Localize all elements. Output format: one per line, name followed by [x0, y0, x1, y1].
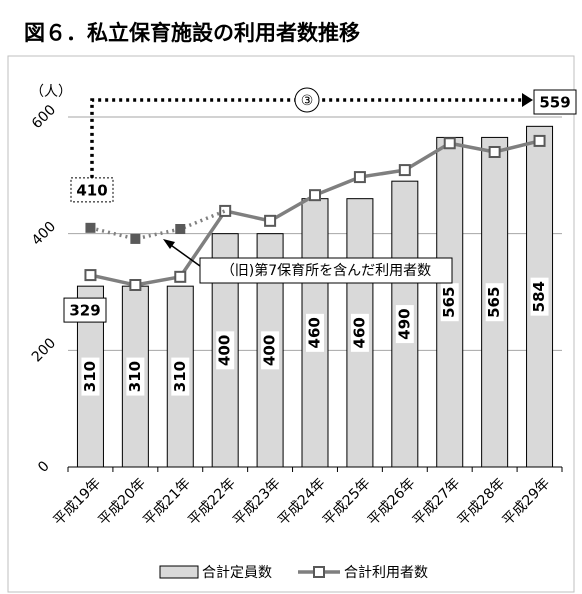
- marker: [175, 224, 186, 234]
- value-box: [63, 297, 107, 323]
- marker: [443, 137, 456, 150]
- series-line: [90, 209, 226, 241]
- legend-marker: [313, 566, 325, 578]
- bar-label: 460: [306, 317, 324, 348]
- bar-label-bg: [485, 283, 504, 322]
- bar-label: 400: [261, 335, 279, 366]
- bar-label-bg: [216, 331, 235, 370]
- x-tick-label: 平成21年: [140, 475, 194, 529]
- x-tick-label: 平成27年: [410, 475, 464, 529]
- frame: [7, 55, 575, 593]
- bar-label: 310: [126, 361, 144, 392]
- callout-text: （旧)第7保育所を含んだ利用者数: [221, 262, 431, 279]
- x-tick-label: 平成20年: [95, 475, 149, 529]
- marker: [488, 146, 501, 158]
- marker: [264, 214, 277, 227]
- bar-label-bg: [261, 331, 280, 370]
- marker: [129, 279, 142, 291]
- arrow-head: [163, 239, 175, 249]
- bar-label: 310: [171, 361, 189, 392]
- legend-label: 合計定員数: [202, 565, 272, 581]
- bar-label: 400: [216, 335, 234, 366]
- bar-label-bg: [395, 305, 414, 344]
- arrow-head: [522, 93, 533, 107]
- bar-label-bg: [350, 313, 369, 352]
- y-tick-label: 0: [35, 458, 53, 476]
- x-tick-label: 平成22年: [185, 475, 239, 529]
- marker: [130, 233, 141, 244]
- x-tick-label: 平成25年: [320, 475, 374, 529]
- marker: [353, 171, 366, 184]
- value-label: 559: [539, 94, 570, 112]
- y-tick-label: 400: [29, 219, 59, 249]
- value-label: 329: [69, 302, 100, 320]
- bar-label-bg: [440, 283, 459, 322]
- marker: [174, 270, 187, 283]
- marker: [309, 189, 321, 202]
- bar-label-bg: [530, 277, 549, 316]
- value-label: 410: [76, 181, 107, 199]
- annotation-circle: [294, 87, 320, 113]
- y-axis-label: （人）: [30, 84, 72, 100]
- callout-arrow: [167, 242, 201, 267]
- annotation: ③: [301, 93, 314, 109]
- marker: [398, 164, 411, 177]
- bar-label: 490: [395, 308, 413, 339]
- callout-box: [199, 257, 453, 284]
- bar-label: 310: [81, 361, 99, 392]
- legend-label: 合計利用者数: [344, 565, 428, 581]
- value-box: [70, 177, 114, 203]
- x-tick-label: 平成24年: [275, 475, 329, 529]
- bar-label: 565: [485, 287, 503, 318]
- bar-label-bg: [306, 313, 324, 352]
- chart-title: 図６．私立保育施設の利用者数推移: [24, 21, 360, 45]
- value-box: [533, 89, 577, 115]
- bracket-arrow: [90, 98, 524, 178]
- y-tick-label: 200: [29, 335, 59, 365]
- bar-label-bg: [81, 357, 100, 396]
- marker: [84, 269, 97, 282]
- x-tick-label: 平成26年: [365, 475, 419, 529]
- x-tick-label: 平成28年: [455, 475, 509, 529]
- bar-label-bg: [126, 357, 145, 396]
- marker: [85, 222, 96, 233]
- bar-label: 584: [530, 281, 548, 312]
- y-tick-label: 600: [29, 102, 59, 132]
- legend-swatch: [159, 565, 199, 579]
- marker: [533, 134, 546, 147]
- bar-label: 460: [350, 317, 368, 348]
- bar-label: 565: [440, 287, 458, 318]
- marker: [219, 204, 232, 217]
- x-tick-label: 平成19年: [50, 475, 104, 529]
- x-tick-label: 平成29年: [500, 475, 554, 529]
- bar-label-bg: [171, 357, 190, 396]
- x-tick-label: 平成23年: [230, 475, 284, 529]
